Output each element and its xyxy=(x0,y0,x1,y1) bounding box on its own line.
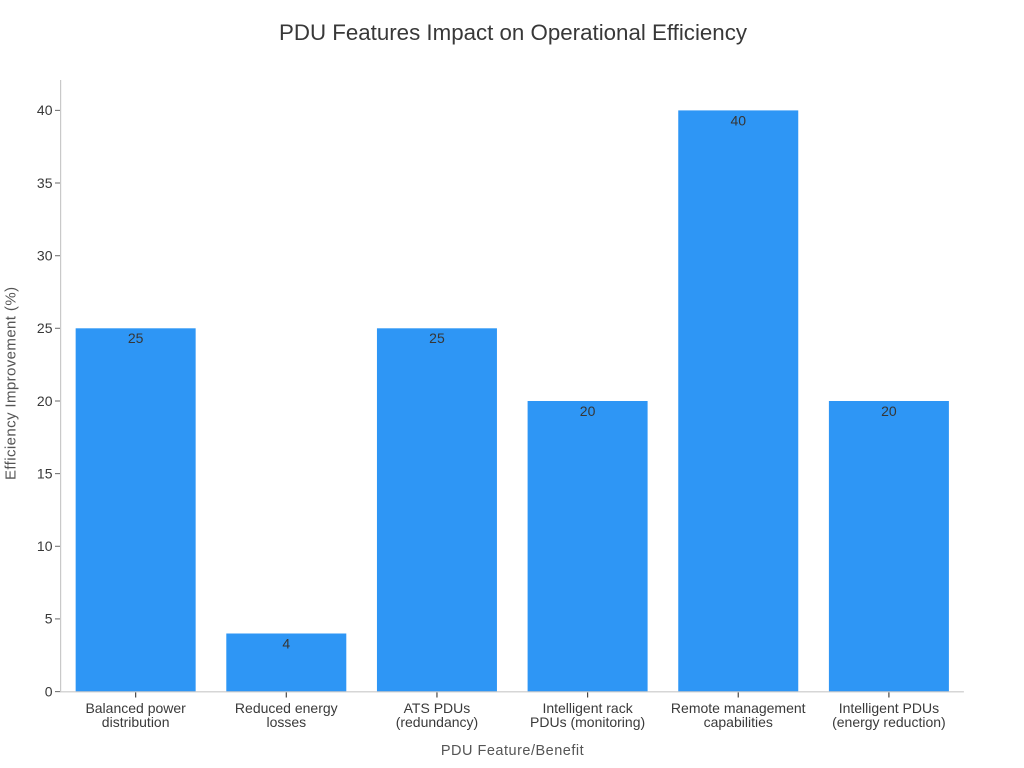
svg-text:40: 40 xyxy=(730,112,746,128)
svg-text:30: 30 xyxy=(37,248,53,264)
svg-text:PDU Features Impact on Operati: PDU Features Impact on Operational Effic… xyxy=(279,20,748,45)
svg-text:Intelligent PDUs: Intelligent PDUs xyxy=(839,700,939,716)
svg-text:25: 25 xyxy=(429,330,445,346)
svg-text:distribution: distribution xyxy=(102,714,170,730)
svg-text:0: 0 xyxy=(45,683,53,699)
svg-text:(energy reduction): (energy reduction) xyxy=(832,714,946,730)
svg-text:Efficiency Improvement (%): Efficiency Improvement (%) xyxy=(3,287,20,481)
svg-text:20: 20 xyxy=(37,393,53,409)
svg-text:PDUs (monitoring): PDUs (monitoring) xyxy=(530,714,645,730)
svg-text:Balanced power: Balanced power xyxy=(85,700,186,716)
svg-text:15: 15 xyxy=(37,465,53,481)
svg-text:losses: losses xyxy=(266,714,306,730)
svg-text:5: 5 xyxy=(45,611,53,627)
svg-text:(redundancy): (redundancy) xyxy=(396,714,479,730)
svg-text:Reduced energy: Reduced energy xyxy=(235,700,338,716)
svg-text:capabilities: capabilities xyxy=(704,714,773,730)
svg-text:20: 20 xyxy=(580,403,596,419)
svg-text:PDU Feature/Benefit: PDU Feature/Benefit xyxy=(441,743,584,759)
svg-text:25: 25 xyxy=(37,320,53,336)
svg-text:25: 25 xyxy=(128,330,144,346)
svg-text:ATS PDUs: ATS PDUs xyxy=(404,700,471,716)
svg-text:10: 10 xyxy=(37,538,53,554)
svg-text:20: 20 xyxy=(881,403,897,419)
svg-text:Remote management: Remote management xyxy=(671,700,806,716)
svg-text:40: 40 xyxy=(37,102,53,118)
svg-text:Intelligent rack: Intelligent rack xyxy=(542,700,633,716)
svg-text:35: 35 xyxy=(37,175,53,191)
svg-text:4: 4 xyxy=(282,635,290,651)
